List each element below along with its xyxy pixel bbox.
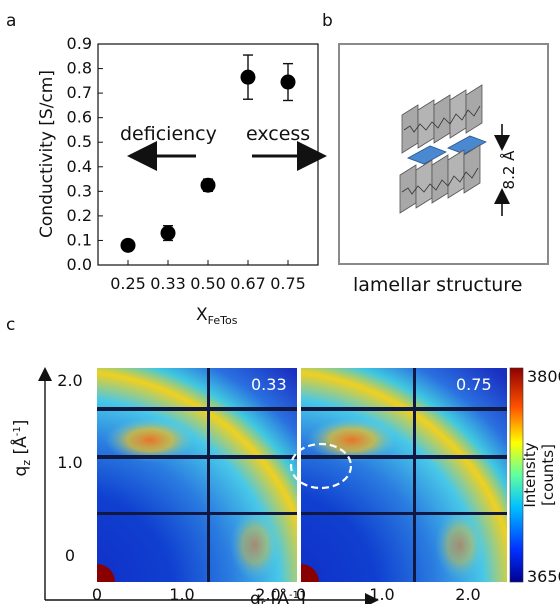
colorbar xyxy=(509,367,524,583)
x-tick-label: 0.67 xyxy=(230,274,266,293)
qr-tick-label: 2.0 xyxy=(455,585,480,604)
qz-axis-label: qz [Å-1] xyxy=(9,420,33,477)
qz-label-main: q xyxy=(11,466,31,477)
schematic-frame xyxy=(338,43,549,265)
dopant-layer xyxy=(407,135,487,165)
map-label-left: 0.33 xyxy=(251,375,287,394)
qz-ticks: 0 1.0 2.0 xyxy=(57,371,82,565)
schematic-caption: lamellar structure xyxy=(353,274,522,296)
x-tick-label: 0.75 xyxy=(270,274,306,293)
y-tick-label: 0.6 xyxy=(67,108,92,127)
qr-label-end: ] xyxy=(299,589,306,604)
y-tick-label: 0.0 xyxy=(67,255,92,274)
heatmap-right xyxy=(301,368,507,582)
qr-tick-label: 1.0 xyxy=(169,585,194,604)
data-point xyxy=(160,225,176,241)
y-tick-label: 0.7 xyxy=(67,83,92,102)
annotation-excess: excess xyxy=(246,123,310,145)
spacing-label: 8.2 Å xyxy=(499,150,518,190)
upper-lamellae xyxy=(401,84,483,154)
colorbar-label-units: [counts] xyxy=(539,444,557,506)
colorbar-min: 3650 xyxy=(527,567,560,586)
qr-label-main: q xyxy=(250,589,261,604)
data-points xyxy=(120,54,296,253)
qz-label-exp: -1 xyxy=(12,426,23,436)
data-point xyxy=(120,237,136,253)
lamellar-schematic: 8.2 Å lamellar structure xyxy=(338,43,549,296)
qr-tick-label: 0 xyxy=(296,585,306,604)
annotation-deficiency: deficiency xyxy=(120,123,217,145)
qr-label-unit: [Å xyxy=(265,587,289,604)
y-axis-label: Conductivity [S/cm] xyxy=(37,70,57,238)
giwaxs-maps: 0.33 0.75 3800 3650 Intensity [counts] 0… xyxy=(9,367,560,604)
map-label-right: 0.75 xyxy=(456,375,492,394)
x-axis-label-sub: FeTos xyxy=(208,314,238,327)
y-tick-label: 0.3 xyxy=(67,181,92,200)
panel-label-a: a xyxy=(6,11,16,31)
qz-tick-label: 0 xyxy=(65,546,75,565)
y-tick-label: 0.9 xyxy=(67,34,92,53)
qz-tick-label: 1.0 xyxy=(57,453,82,472)
qz-tick-label: 2.0 xyxy=(57,371,82,390)
qr-tick-label: 0 xyxy=(92,585,102,604)
lower-lamellae xyxy=(399,144,481,214)
y-tick-label: 0.4 xyxy=(67,157,92,176)
colorbar-label: Intensity xyxy=(521,442,539,507)
x-axis-label: XFeTos xyxy=(196,305,238,327)
data-point xyxy=(280,74,296,90)
heatmap-left xyxy=(97,368,297,582)
conductivity-chart: 0.00.10.20.30.40.50.60.70.80.9 0.25 0.33 0… xyxy=(37,34,327,327)
x-axis-label-main: X xyxy=(196,305,208,325)
x-ticks: 0.25 0.33 0.50 0.67 0.75 xyxy=(110,260,306,293)
qz-label-unit: [Å xyxy=(9,436,31,460)
y-tick-label: 0.8 xyxy=(67,59,92,78)
y-tick-label: 0.5 xyxy=(67,132,92,151)
qz-label-end: ] xyxy=(11,420,31,427)
qr-label-exp: -1 xyxy=(289,590,299,601)
y-tick-label: 0.2 xyxy=(67,206,92,225)
data-point xyxy=(200,177,216,193)
data-point xyxy=(240,69,256,85)
qr-ticks: 0 1.0 2.0 0 1.0 2.0 xyxy=(92,585,481,604)
colorbar-max: 3800 xyxy=(527,367,560,386)
qz-label-sub: z xyxy=(20,460,33,466)
qr-tick-label: 2.0 xyxy=(255,585,280,604)
y-ticks: 0.0 0.1 0.2 0.3 0.4 0.5 0.6 0.7 0.8 0.9 xyxy=(67,34,103,274)
panel-label-c: c xyxy=(6,315,15,335)
x-tick-label: 0.33 xyxy=(150,274,186,293)
qr-label-sub: r xyxy=(261,597,266,604)
qr-axis-label: qr [Å-1] xyxy=(250,587,306,604)
y-tick-label: 0.1 xyxy=(67,230,92,249)
x-tick-label: 0.25 xyxy=(110,274,146,293)
x-tick-label: 0.50 xyxy=(190,274,226,293)
panel-label-b: b xyxy=(322,11,333,31)
highlight-ellipse xyxy=(289,442,353,490)
panel-separator xyxy=(297,368,301,582)
qr-tick-label: 1.0 xyxy=(369,585,394,604)
